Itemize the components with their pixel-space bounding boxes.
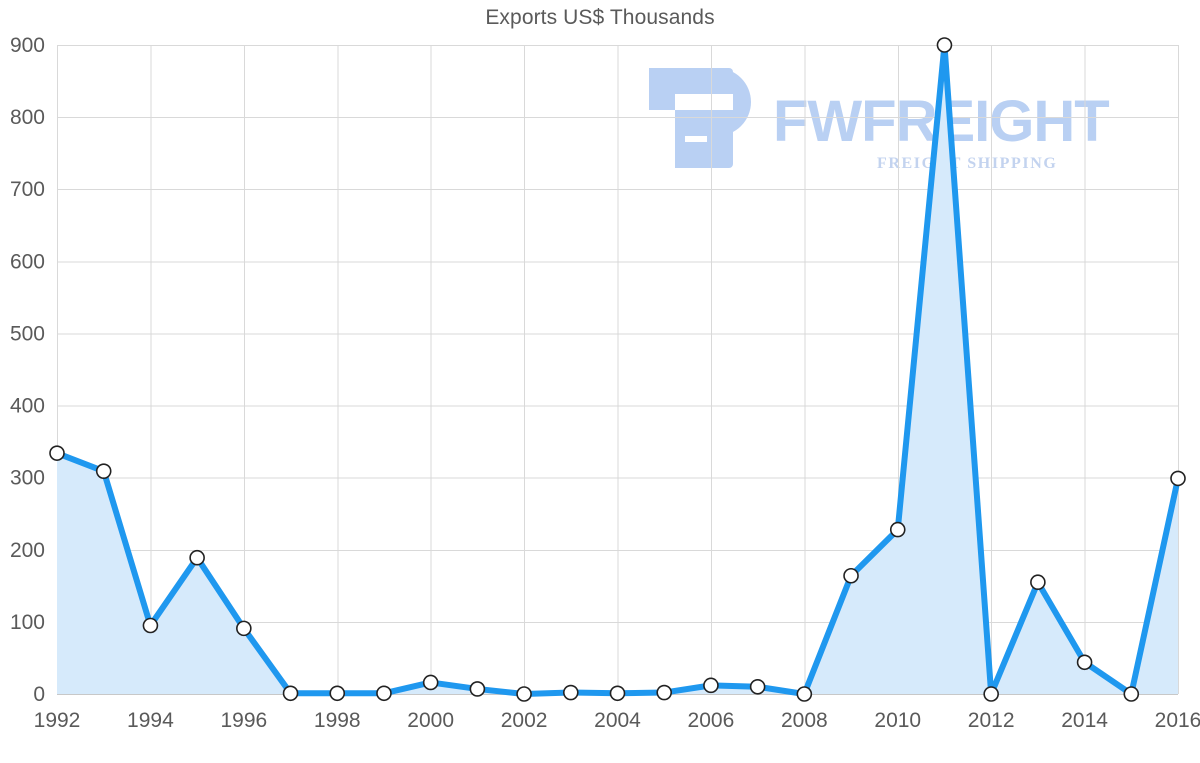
y-tick-label: 900 — [10, 34, 45, 57]
chart-title: Exports US$ Thousands — [485, 6, 715, 29]
data-point-2005[interactable] — [656, 684, 673, 701]
x-tick-label: 2000 — [407, 709, 454, 732]
y-tick-label: 700 — [10, 178, 45, 201]
data-point-2003[interactable] — [562, 684, 579, 701]
y-tick-label: 100 — [10, 611, 45, 634]
x-tick-label: 1996 — [220, 709, 267, 732]
data-point-1993[interactable] — [95, 463, 112, 479]
y-tick-label: 400 — [10, 395, 45, 418]
data-point-2006[interactable] — [703, 677, 719, 694]
x-tick-label: 1992 — [34, 709, 81, 732]
y-tick-label: 200 — [10, 539, 45, 562]
x-axis-tick-labels: 1992 1994 1996 1998 2000 2002 2004 2006 2008 2010… — [34, 709, 1200, 732]
data-point-2012[interactable] — [983, 686, 999, 702]
x-tick-label: 2016 — [1155, 709, 1200, 732]
data-point-2015[interactable] — [1123, 686, 1140, 702]
data-point-1997[interactable] — [282, 685, 299, 702]
x-tick-label: 2012 — [968, 709, 1015, 732]
x-gridlines — [57, 45, 1179, 694]
y-tick-label: 800 — [10, 106, 45, 129]
data-point-1996[interactable] — [236, 620, 252, 637]
x-tick-label: 2002 — [501, 709, 548, 732]
data-point-2014[interactable] — [1076, 654, 1093, 671]
data-point-2011[interactable] — [936, 37, 953, 53]
data-point-2004[interactable] — [609, 685, 626, 702]
data-point-2013[interactable] — [1030, 574, 1046, 591]
y-tick-label: 500 — [10, 322, 45, 345]
x-tick-label: 2004 — [594, 709, 641, 732]
x-tick-label: 2008 — [781, 709, 828, 732]
data-point-2016[interactable] — [1170, 470, 1186, 487]
data-point-1998[interactable] — [329, 685, 346, 702]
data-point-2010[interactable] — [889, 521, 906, 538]
data-point-1999[interactable] — [376, 685, 392, 702]
y-tick-label: 600 — [10, 250, 45, 273]
data-point-1994[interactable] — [142, 617, 159, 634]
y-tick-label: 0 — [33, 683, 45, 706]
data-point-1992[interactable] — [49, 445, 65, 461]
data-point-2002[interactable] — [516, 686, 532, 702]
x-tick-label: 1994 — [127, 709, 174, 732]
data-point-2001[interactable] — [469, 681, 486, 697]
data-point-2000[interactable] — [422, 674, 439, 691]
data-point-1995[interactable] — [189, 549, 205, 566]
series-markers[interactable] — [49, 37, 1186, 702]
x-tick-label: 2010 — [874, 709, 921, 732]
x-tick-label: 2006 — [688, 709, 735, 732]
y-tick-label: 300 — [10, 467, 45, 490]
x-tick-label: 2014 — [1061, 709, 1108, 732]
data-point-2009[interactable] — [843, 567, 859, 584]
x-tick-label: 1998 — [314, 709, 361, 732]
data-point-2007[interactable] — [749, 678, 766, 695]
y-axis-tick-labels: 0 100 200 300 400 500 600 700 800 900 — [10, 34, 45, 706]
data-point-2008[interactable] — [796, 686, 813, 702]
